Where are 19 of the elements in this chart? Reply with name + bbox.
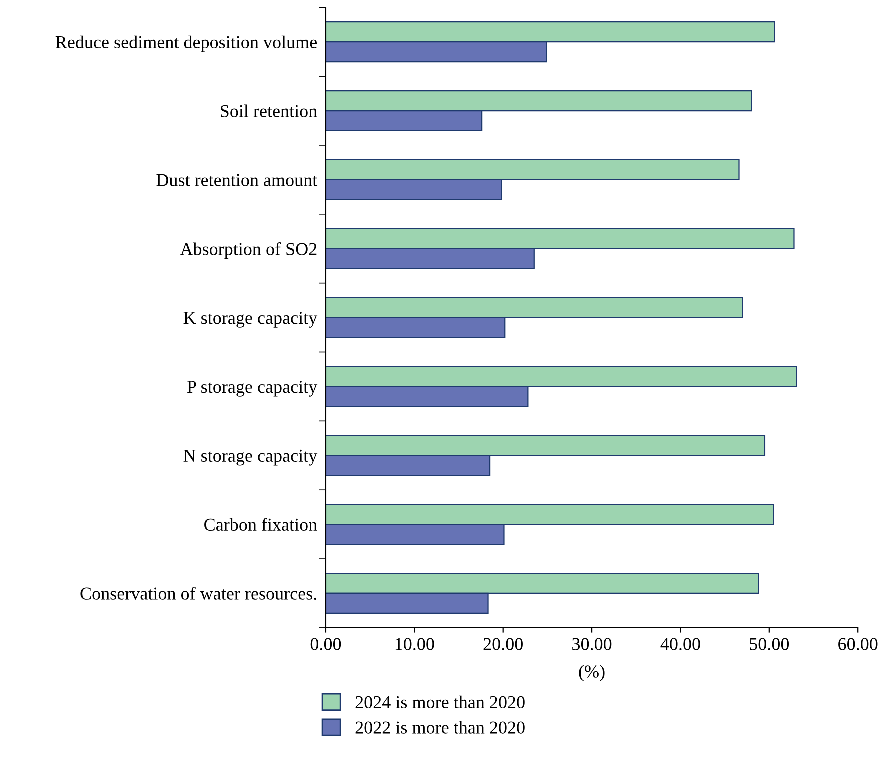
x-tick-label: 0.00: [310, 638, 342, 650]
y-tick-label: Soil retention: [221, 104, 318, 118]
x-tick-label: 60.00: [838, 638, 878, 650]
y-tick-label: Dust retention amount: [156, 174, 318, 186]
x-tick-label: 10.00: [396, 638, 434, 650]
x-axis-title: (%): [579, 665, 605, 682]
y-tick-label: Reduce sediment deposition volume: [56, 36, 318, 52]
y-tick-label: Absorption of SO2: [180, 242, 317, 260]
x-tick-label: 50.00: [750, 638, 790, 650]
y-tick-label: P storage capacity: [187, 380, 318, 397]
y-tick-label: Carbon fixation: [204, 518, 318, 532]
y-tick-label: K storage capacity: [184, 312, 318, 328]
y-tick-label: Conservation of water resources.: [80, 587, 316, 600]
y-tick-label: N storage capacity: [184, 450, 318, 466]
x-tick-label: 30.00: [572, 638, 612, 650]
legend-label: 2024 is more than 2020: [356, 696, 525, 709]
x-tick-label: 40.00: [660, 638, 700, 650]
legend-label: 2022 is more than 2020: [356, 721, 525, 734]
x-tick-label: 20.00: [484, 638, 523, 650]
